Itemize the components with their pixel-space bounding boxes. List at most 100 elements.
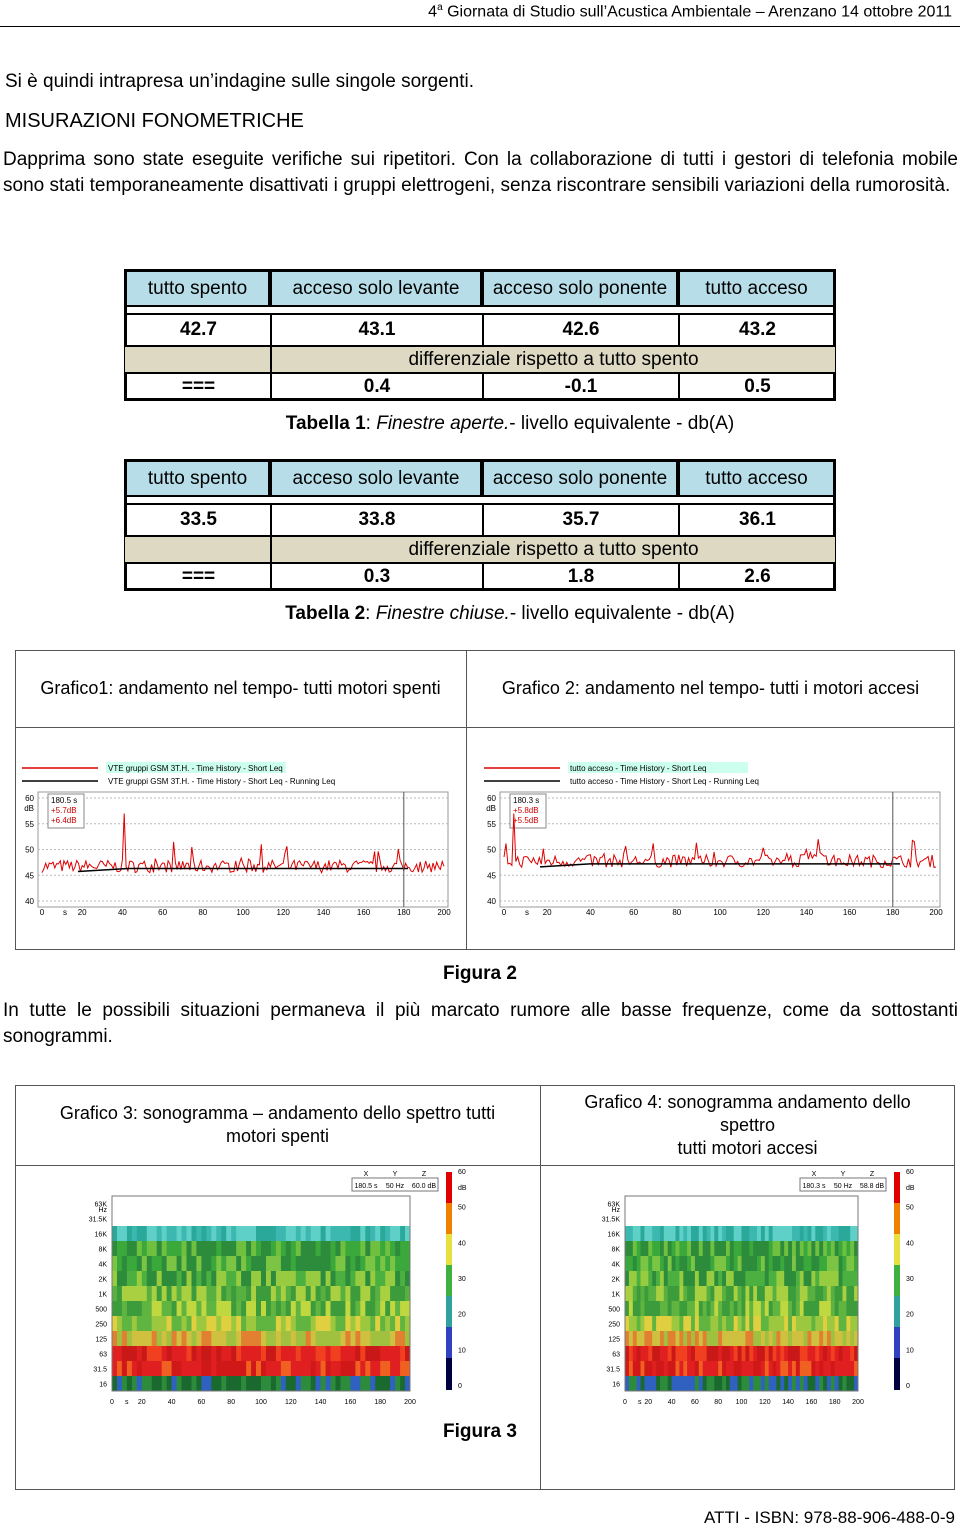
sonogram-cell: [737, 1346, 742, 1362]
sonogram-cell: [710, 1226, 715, 1242]
sonogram-cell: [121, 1361, 128, 1377]
sonogram-cell: [819, 1361, 824, 1377]
x-tick-label: 100: [236, 908, 250, 917]
sonogram-cell: [656, 1361, 661, 1377]
diff-cell: ===: [125, 562, 270, 589]
sonogram-cell: [667, 1346, 673, 1362]
sonogram-cell: [226, 1316, 232, 1332]
sonogram-cell: [355, 1346, 361, 1362]
sonogram-cell: [131, 1346, 138, 1362]
scale-label: 10: [906, 1347, 914, 1354]
x-tick-label: 40: [668, 1399, 676, 1406]
color-scale: [446, 1234, 452, 1266]
sonogram-cell: [221, 1241, 227, 1257]
cursor-value: 60.0 dB: [412, 1183, 436, 1190]
sonogram-cell: [241, 1241, 247, 1257]
sonogram-cell: [385, 1271, 391, 1287]
sonogram-cell: [300, 1346, 307, 1362]
sonogram-cell: [151, 1286, 158, 1302]
sonogram-cell: [838, 1331, 843, 1347]
x-tick-label: 20: [644, 1399, 652, 1406]
sonogram-cell: [266, 1316, 272, 1332]
sonogram-cell: [181, 1376, 187, 1392]
sonogram-cell: [644, 1271, 649, 1287]
sonogram-cell: [628, 1286, 634, 1302]
sonogram-cell: [315, 1376, 322, 1392]
sonogram-cell: [815, 1316, 820, 1332]
sonogram-cell: [400, 1271, 406, 1287]
sonogram-cell: [687, 1286, 692, 1302]
sonogram-cell: [722, 1226, 727, 1242]
sonogram-cell: [745, 1361, 750, 1377]
sonogram-cell: [784, 1301, 789, 1317]
y-unit: dB: [486, 804, 496, 813]
sonogram-cell: [823, 1316, 828, 1332]
sonogram-cell: [375, 1361, 381, 1377]
sonogram-cell: [146, 1271, 153, 1287]
sonogram-cell: [151, 1376, 158, 1392]
sonogram-cell: [698, 1271, 704, 1287]
sonogram-cell: [121, 1241, 128, 1257]
sonogram-cell: [823, 1301, 828, 1317]
sonogram-cell: [815, 1346, 820, 1362]
sonogram-cell: [768, 1331, 774, 1347]
sonogram-cell: [405, 1316, 411, 1332]
sonogram-cell: [698, 1226, 704, 1242]
sonogram-cell: [698, 1376, 704, 1392]
sonogram-cell: [788, 1316, 793, 1332]
sonogram-cell: [310, 1286, 317, 1302]
caption-part: Finestre aperte.: [376, 413, 510, 434]
sonogram-cell: [320, 1361, 327, 1377]
sonogram-cell: [131, 1376, 138, 1392]
diff-cell: 1.8: [482, 562, 678, 589]
sonogram-cell: [799, 1256, 805, 1272]
scale-label: 20: [906, 1312, 914, 1319]
cursor-label: Z: [422, 1171, 427, 1178]
sonogram-cell: [186, 1316, 192, 1332]
sonogram-cell: [126, 1271, 133, 1287]
sonogram-cell: [784, 1271, 789, 1287]
sonogram-cell: [231, 1361, 237, 1377]
sonogram-cell: [305, 1256, 312, 1272]
sonogram-cell: [722, 1241, 727, 1257]
sonogram-cell: [722, 1286, 727, 1302]
sonogram-cell: [729, 1331, 735, 1347]
sonogram-cell: [799, 1346, 805, 1362]
x-tick-label: 200: [929, 908, 943, 917]
sonogram-cell: [757, 1361, 762, 1377]
sonogram-cell: [702, 1376, 708, 1392]
sonogram-cell: [290, 1301, 297, 1317]
sonogram-cell: [241, 1316, 247, 1332]
sonogram-cell: [772, 1316, 777, 1332]
sonogram-cell: [830, 1331, 836, 1347]
sonogram-cell: [211, 1271, 217, 1287]
sonogram-cell: [161, 1361, 168, 1377]
sonogram-cell: [667, 1226, 673, 1242]
sonogram-cell: [788, 1256, 793, 1272]
sonogram-cell: [161, 1346, 168, 1362]
sonogram-cell: [710, 1316, 715, 1332]
sonogram-cell: [671, 1346, 676, 1362]
sonogram-cell: [355, 1271, 361, 1287]
scale-label: 10: [458, 1347, 466, 1354]
sonogram-cell: [166, 1361, 173, 1377]
sonogram-cell: [221, 1316, 227, 1332]
sonogram-cell: [345, 1286, 351, 1302]
sonogram-cell: [687, 1241, 692, 1257]
sonogram-cell: [850, 1331, 855, 1347]
sonogram-cell: [141, 1346, 148, 1362]
sonogram-cell: [660, 1361, 665, 1377]
sonogram-cell: [714, 1256, 719, 1272]
sonogram-cell: [741, 1271, 746, 1287]
sonogram-cell: [683, 1331, 688, 1347]
sonogram-cell: [171, 1346, 178, 1362]
sonogram-cell: [850, 1346, 855, 1362]
sonogram-cell: [266, 1376, 272, 1392]
sonogram-cell: [741, 1346, 746, 1362]
sonogram-cell: [625, 1226, 630, 1242]
sonogram-cell: [788, 1361, 793, 1377]
sonogram-cell: [799, 1226, 805, 1242]
sonogram-cell: [251, 1301, 257, 1317]
sonogram-cell: [768, 1346, 774, 1362]
